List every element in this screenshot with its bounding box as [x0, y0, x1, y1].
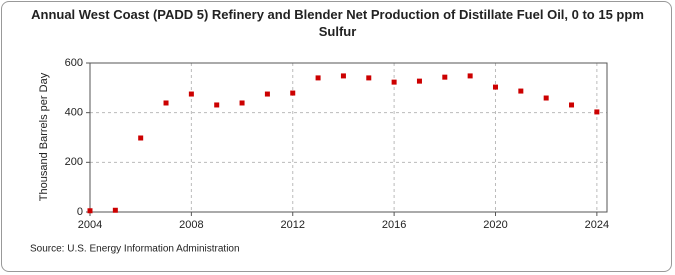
plot-border	[89, 62, 608, 213]
y-tick-label: 200	[65, 156, 83, 168]
point	[492, 84, 498, 90]
point	[518, 88, 524, 94]
point	[290, 90, 296, 96]
point	[442, 74, 448, 80]
point	[340, 73, 346, 79]
point	[543, 95, 549, 101]
y-tick-label: 400	[65, 107, 83, 119]
point	[366, 75, 372, 81]
point	[87, 208, 93, 214]
y-tick-label: 0	[77, 206, 83, 218]
y-axis-label: Thousand Barrels per Day	[38, 72, 50, 201]
x-tick-label: 2016	[382, 219, 406, 231]
point	[315, 75, 321, 81]
point	[214, 102, 220, 108]
x-tick-label: 2008	[179, 219, 203, 231]
point	[264, 91, 270, 97]
point	[112, 207, 118, 213]
chart-title: Annual West Coast (PADD 5) Refinery and …	[31, 7, 644, 39]
frame	[1, 1, 672, 272]
y-tick-label: 600	[65, 57, 83, 69]
point	[163, 100, 169, 106]
point	[569, 102, 575, 108]
x-tick-label: 2024	[585, 219, 609, 231]
x-tick-label: 2004	[78, 219, 102, 231]
source: Source: U.S. Energy Information Administ…	[30, 244, 240, 255]
point	[239, 100, 245, 106]
point	[188, 91, 194, 97]
x-tick-label: 2020	[483, 219, 507, 231]
point	[467, 73, 473, 79]
point	[594, 109, 600, 115]
x-tick-label: 2012	[281, 219, 305, 231]
point	[391, 79, 397, 85]
point	[416, 78, 422, 84]
point	[138, 135, 144, 141]
